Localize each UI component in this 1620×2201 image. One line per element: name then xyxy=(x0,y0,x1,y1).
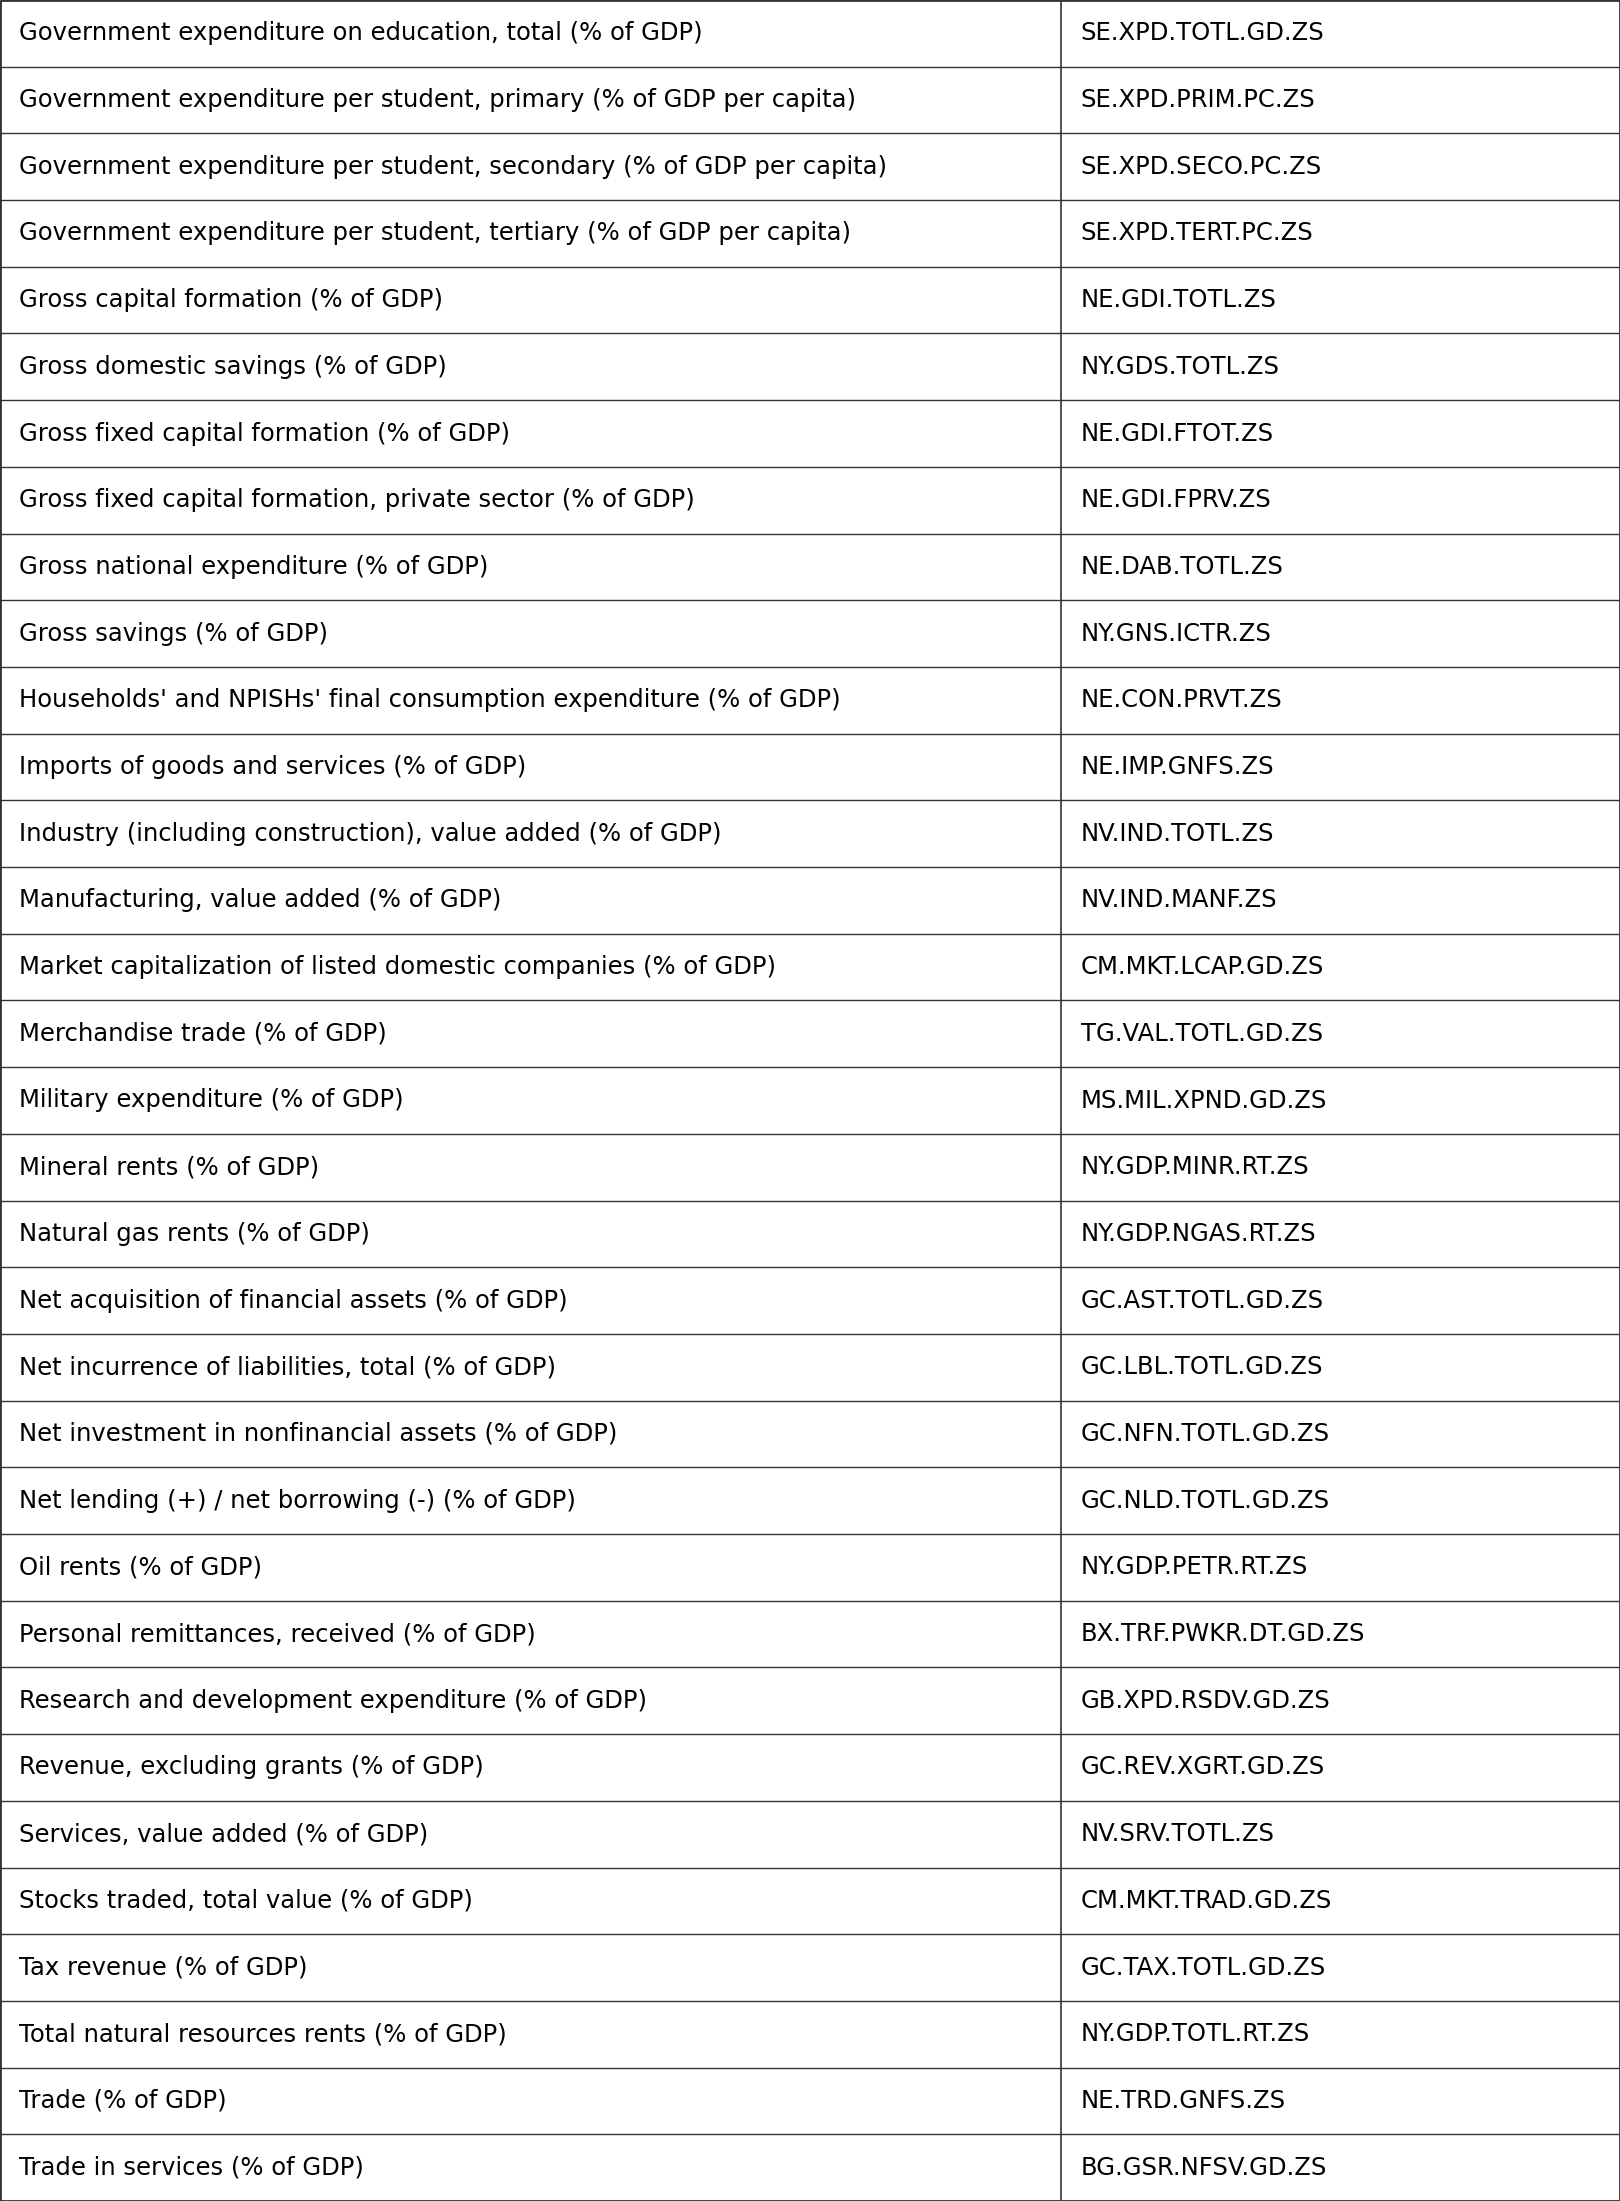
Text: Gross national expenditure (% of GDP): Gross national expenditure (% of GDP) xyxy=(19,555,489,579)
Text: Natural gas rents (% of GDP): Natural gas rents (% of GDP) xyxy=(19,1222,371,1246)
Text: NE.IMP.GNFS.ZS: NE.IMP.GNFS.ZS xyxy=(1081,755,1275,779)
Text: Research and development expenditure (% of GDP): Research and development expenditure (% … xyxy=(19,1688,648,1712)
Text: CM.MKT.TRAD.GD.ZS: CM.MKT.TRAD.GD.ZS xyxy=(1081,1888,1332,1913)
Text: NE.DAB.TOTL.ZS: NE.DAB.TOTL.ZS xyxy=(1081,555,1283,579)
Text: Trade (% of GDP): Trade (% of GDP) xyxy=(19,2089,227,2113)
Text: Industry (including construction), value added (% of GDP): Industry (including construction), value… xyxy=(19,821,723,845)
Text: BG.GSR.NFSV.GD.ZS: BG.GSR.NFSV.GD.ZS xyxy=(1081,2155,1327,2179)
Text: Gross domestic savings (% of GDP): Gross domestic savings (% of GDP) xyxy=(19,354,447,379)
Text: Services, value added (% of GDP): Services, value added (% of GDP) xyxy=(19,1822,429,1847)
Text: NY.GDP.PETR.RT.ZS: NY.GDP.PETR.RT.ZS xyxy=(1081,1556,1307,1580)
Text: Government expenditure per student, primary (% of GDP per capita): Government expenditure per student, prim… xyxy=(19,88,857,112)
Text: NE.GDI.FPRV.ZS: NE.GDI.FPRV.ZS xyxy=(1081,489,1272,513)
Text: MS.MIL.XPND.GD.ZS: MS.MIL.XPND.GD.ZS xyxy=(1081,1089,1327,1112)
Text: SE.XPD.TERT.PC.ZS: SE.XPD.TERT.PC.ZS xyxy=(1081,222,1314,247)
Text: Net acquisition of financial assets (% of GDP): Net acquisition of financial assets (% o… xyxy=(19,1288,569,1312)
Text: NE.CON.PRVT.ZS: NE.CON.PRVT.ZS xyxy=(1081,689,1283,713)
Text: Net investment in nonfinancial assets (% of GDP): Net investment in nonfinancial assets (%… xyxy=(19,1422,617,1446)
Text: NV.SRV.TOTL.ZS: NV.SRV.TOTL.ZS xyxy=(1081,1822,1275,1847)
Text: GC.REV.XGRT.GD.ZS: GC.REV.XGRT.GD.ZS xyxy=(1081,1756,1325,1778)
Text: Trade in services (% of GDP): Trade in services (% of GDP) xyxy=(19,2155,364,2179)
Text: Government expenditure per student, tertiary (% of GDP per capita): Government expenditure per student, tert… xyxy=(19,222,852,247)
Text: Government expenditure per student, secondary (% of GDP per capita): Government expenditure per student, seco… xyxy=(19,154,888,178)
Text: Merchandise trade (% of GDP): Merchandise trade (% of GDP) xyxy=(19,1021,387,1045)
Text: NV.IND.TOTL.ZS: NV.IND.TOTL.ZS xyxy=(1081,821,1273,845)
Text: NV.IND.MANF.ZS: NV.IND.MANF.ZS xyxy=(1081,889,1277,913)
Text: BX.TRF.PWKR.DT.GD.ZS: BX.TRF.PWKR.DT.GD.ZS xyxy=(1081,1622,1366,1646)
Text: Tax revenue (% of GDP): Tax revenue (% of GDP) xyxy=(19,1954,308,1979)
Text: NY.GDS.TOTL.ZS: NY.GDS.TOTL.ZS xyxy=(1081,354,1280,379)
Text: GC.AST.TOTL.GD.ZS: GC.AST.TOTL.GD.ZS xyxy=(1081,1288,1324,1312)
Text: Revenue, excluding grants (% of GDP): Revenue, excluding grants (% of GDP) xyxy=(19,1756,484,1778)
Text: NE.TRD.GNFS.ZS: NE.TRD.GNFS.ZS xyxy=(1081,2089,1286,2113)
Text: SE.XPD.SECO.PC.ZS: SE.XPD.SECO.PC.ZS xyxy=(1081,154,1322,178)
Text: SE.XPD.TOTL.GD.ZS: SE.XPD.TOTL.GD.ZS xyxy=(1081,22,1324,46)
Text: NY.GDP.NGAS.RT.ZS: NY.GDP.NGAS.RT.ZS xyxy=(1081,1222,1315,1246)
Text: Market capitalization of listed domestic companies (% of GDP): Market capitalization of listed domestic… xyxy=(19,955,776,979)
Text: Oil rents (% of GDP): Oil rents (% of GDP) xyxy=(19,1556,262,1580)
Text: Net lending (+) / net borrowing (-) (% of GDP): Net lending (+) / net borrowing (-) (% o… xyxy=(19,1488,577,1512)
Text: Gross fixed capital formation (% of GDP): Gross fixed capital formation (% of GDP) xyxy=(19,423,510,445)
Text: Mineral rents (% of GDP): Mineral rents (% of GDP) xyxy=(19,1156,319,1180)
Text: GC.TAX.TOTL.GD.ZS: GC.TAX.TOTL.GD.ZS xyxy=(1081,1954,1325,1979)
Text: Government expenditure on education, total (% of GDP): Government expenditure on education, tot… xyxy=(19,22,703,46)
Text: TG.VAL.TOTL.GD.ZS: TG.VAL.TOTL.GD.ZS xyxy=(1081,1021,1322,1045)
Text: Military expenditure (% of GDP): Military expenditure (% of GDP) xyxy=(19,1089,403,1112)
Text: GC.LBL.TOTL.GD.ZS: GC.LBL.TOTL.GD.ZS xyxy=(1081,1356,1324,1380)
Text: NE.GDI.TOTL.ZS: NE.GDI.TOTL.ZS xyxy=(1081,288,1277,313)
Text: Net incurrence of liabilities, total (% of GDP): Net incurrence of liabilities, total (% … xyxy=(19,1356,556,1380)
Text: GB.XPD.RSDV.GD.ZS: GB.XPD.RSDV.GD.ZS xyxy=(1081,1688,1330,1712)
Text: NY.GNS.ICTR.ZS: NY.GNS.ICTR.ZS xyxy=(1081,621,1272,645)
Text: Total natural resources rents (% of GDP): Total natural resources rents (% of GDP) xyxy=(19,2023,507,2047)
Text: GC.NLD.TOTL.GD.ZS: GC.NLD.TOTL.GD.ZS xyxy=(1081,1488,1330,1512)
Text: Personal remittances, received (% of GDP): Personal remittances, received (% of GDP… xyxy=(19,1622,536,1646)
Text: NY.GDP.MINR.RT.ZS: NY.GDP.MINR.RT.ZS xyxy=(1081,1156,1309,1180)
Text: Imports of goods and services (% of GDP): Imports of goods and services (% of GDP) xyxy=(19,755,526,779)
Text: Gross savings (% of GDP): Gross savings (% of GDP) xyxy=(19,621,329,645)
Text: GC.NFN.TOTL.GD.ZS: GC.NFN.TOTL.GD.ZS xyxy=(1081,1422,1330,1446)
Text: Gross fixed capital formation, private sector (% of GDP): Gross fixed capital formation, private s… xyxy=(19,489,695,513)
Text: NE.GDI.FTOT.ZS: NE.GDI.FTOT.ZS xyxy=(1081,423,1273,445)
Text: NY.GDP.TOTL.RT.ZS: NY.GDP.TOTL.RT.ZS xyxy=(1081,2023,1311,2047)
Text: Gross capital formation (% of GDP): Gross capital formation (% of GDP) xyxy=(19,288,444,313)
Text: Households' and NPISHs' final consumption expenditure (% of GDP): Households' and NPISHs' final consumptio… xyxy=(19,689,841,713)
Text: CM.MKT.LCAP.GD.ZS: CM.MKT.LCAP.GD.ZS xyxy=(1081,955,1324,979)
Text: Stocks traded, total value (% of GDP): Stocks traded, total value (% of GDP) xyxy=(19,1888,473,1913)
Text: Manufacturing, value added (% of GDP): Manufacturing, value added (% of GDP) xyxy=(19,889,502,913)
Text: SE.XPD.PRIM.PC.ZS: SE.XPD.PRIM.PC.ZS xyxy=(1081,88,1315,112)
